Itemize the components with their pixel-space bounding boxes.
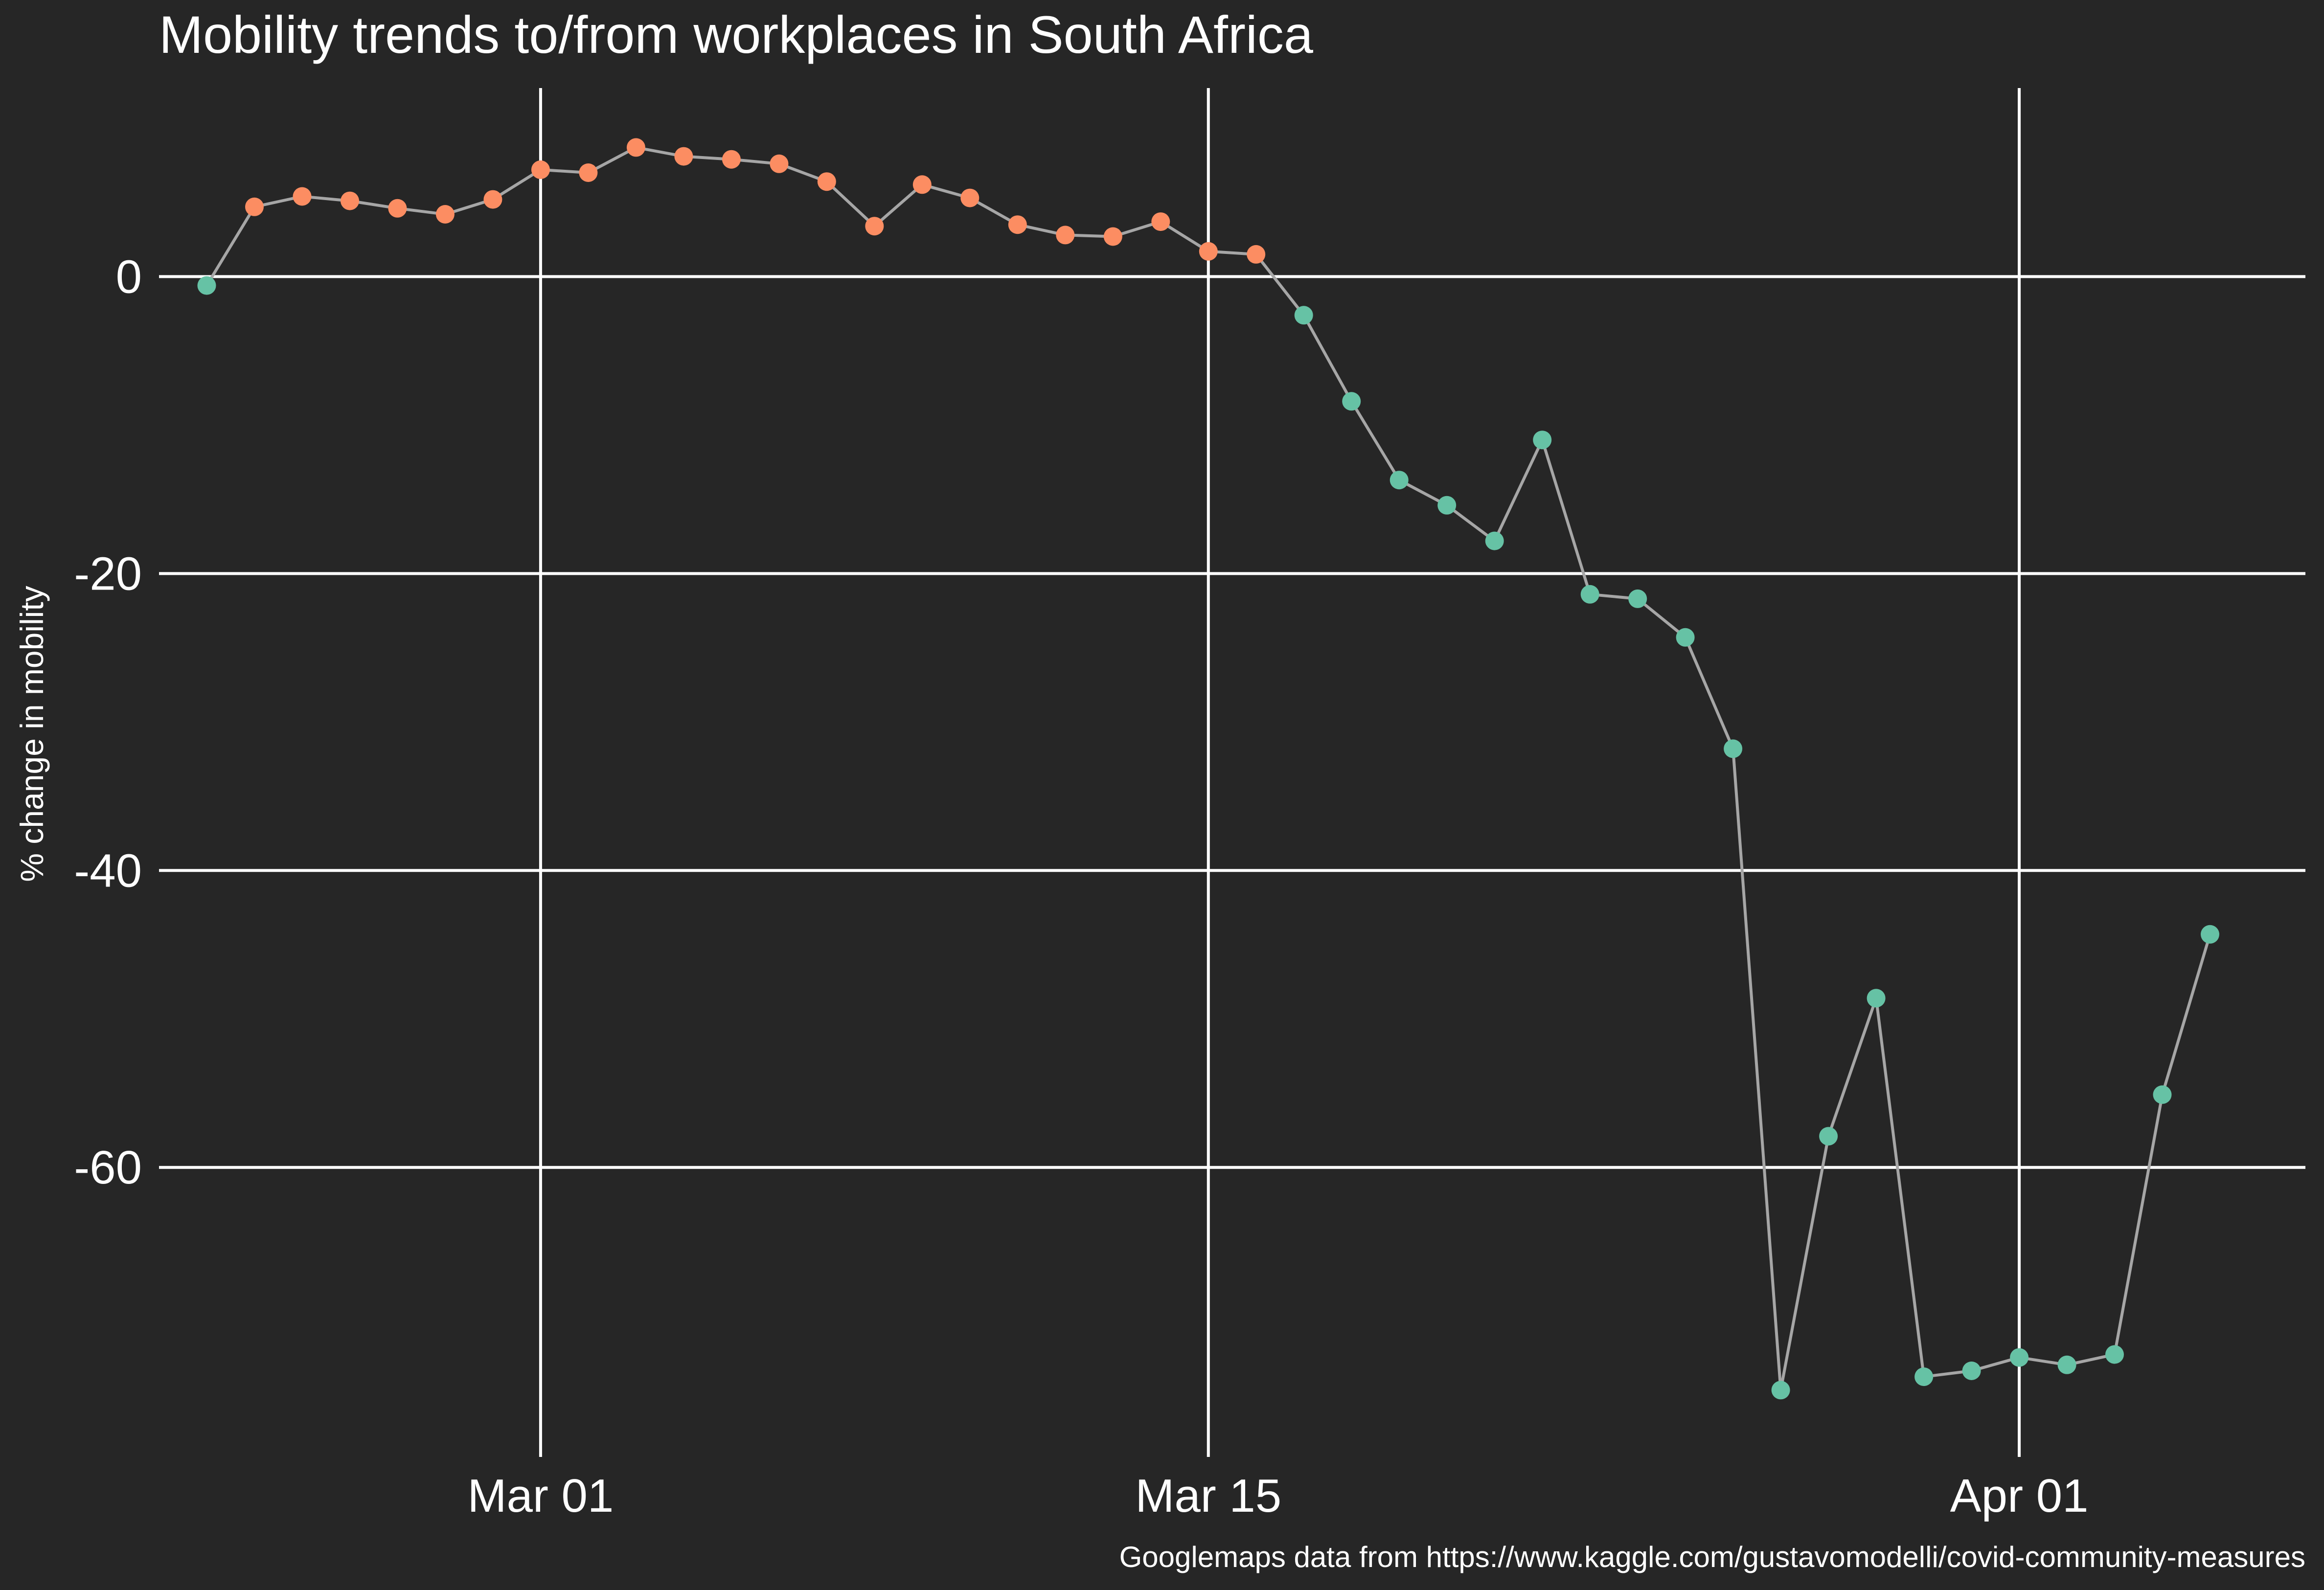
y-tick-label: -60 (74, 1141, 142, 1194)
y-tick-label: 0 (116, 250, 142, 303)
data-point (1580, 585, 1599, 604)
data-point (817, 172, 836, 191)
x-tick-label: Mar 15 (1135, 1470, 1281, 1522)
data-point (483, 190, 502, 209)
data-point (531, 160, 550, 179)
data-point (435, 205, 455, 224)
data-points (197, 138, 2219, 1400)
data-point (626, 138, 645, 157)
data-point (341, 191, 359, 210)
data-point (1103, 227, 1122, 246)
data-point (960, 188, 980, 207)
data-point (293, 187, 312, 206)
axis-ticks: 0 -20 -40 -60 Mar 01 Mar 15 Apr 01 (74, 250, 2088, 1522)
data-point (1008, 215, 1027, 234)
data-point (2057, 1355, 2076, 1374)
data-point (722, 150, 741, 169)
x-tick-label: Mar 01 (468, 1470, 614, 1522)
chart-title: Mobility trends to/from workplaces in So… (159, 5, 1314, 64)
data-point (1771, 1381, 1790, 1400)
data-point (865, 217, 884, 236)
data-point (1819, 1127, 1838, 1146)
data-point (1294, 306, 1313, 325)
data-point (1914, 1367, 1934, 1386)
data-point (770, 154, 789, 173)
data-point (1962, 1362, 1981, 1380)
data-point (1199, 242, 1218, 261)
data-point (1151, 212, 1170, 231)
data-point (1867, 989, 1886, 1008)
y-axis-label: % change in mobility (14, 586, 50, 882)
data-point (2105, 1345, 2124, 1364)
data-point (674, 147, 693, 166)
data-point (197, 276, 216, 295)
data-point (1247, 245, 1266, 264)
y-tick-label: -20 (74, 547, 142, 600)
data-point (2010, 1348, 2029, 1367)
data-point (579, 163, 598, 182)
data-point (1342, 392, 1361, 411)
data-point (1056, 226, 1075, 245)
data-point (1485, 531, 1504, 550)
x-tick-label: Apr 01 (1950, 1470, 2089, 1522)
data-point (245, 197, 264, 216)
data-point (1437, 496, 1457, 515)
y-tick-label: -40 (74, 844, 142, 897)
data-point (1724, 739, 1743, 758)
data-point (1628, 589, 1647, 608)
data-point (388, 199, 407, 218)
source-caption: Googlemaps data from https://www.kaggle.… (1119, 1541, 2305, 1573)
data-point (1390, 471, 1409, 490)
data-point (2153, 1085, 2172, 1104)
grid (159, 88, 2305, 1457)
data-point (1676, 628, 1695, 647)
data-point (912, 175, 932, 194)
data-point (2201, 925, 2219, 944)
data-point (1533, 431, 1552, 450)
